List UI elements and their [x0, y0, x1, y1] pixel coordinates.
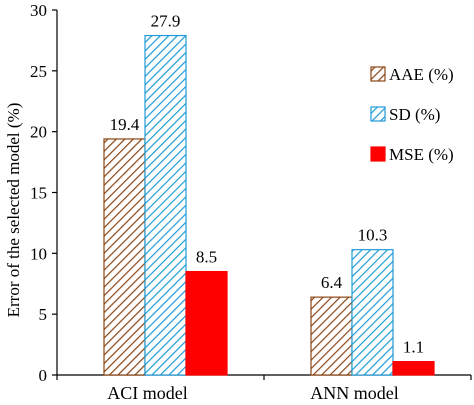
axes: 0 5 10 15 20 25 30 ACI model ANN model	[30, 1, 472, 403]
bars	[103, 34, 435, 376]
legend: AAE (%) SD (%) MSE (%)	[370, 65, 454, 164]
bar-ann-model-mse	[392, 361, 435, 376]
data-label: 19.4	[110, 115, 140, 134]
bar-aci-model-aae	[103, 138, 146, 376]
data-labels: 19.4 27.9 8.5 6.4 10.3 1.1	[110, 12, 425, 357]
y-tick-label: 10	[30, 244, 47, 263]
legend-swatch-aae	[370, 66, 386, 82]
data-label: 10.3	[358, 226, 388, 245]
legend-label: SD (%)	[389, 105, 440, 124]
legend-swatch-mse	[370, 146, 386, 162]
y-tick-label: 0	[39, 366, 48, 385]
x-category-label: ANN model	[310, 383, 399, 403]
y-tick-label: 5	[39, 305, 48, 324]
y-tick-label: 30	[30, 1, 47, 20]
bar-ann-model-sd	[351, 249, 394, 376]
bar-aci-model-mse	[185, 270, 228, 376]
legend-swatch-sd	[370, 106, 386, 122]
data-label: 6.4	[321, 273, 343, 292]
data-label: 1.1	[403, 338, 424, 357]
legend-label: MSE (%)	[389, 145, 454, 164]
bar-ann-model-aae	[310, 296, 353, 376]
y-tick-label: 25	[30, 62, 47, 81]
y-axis-title: Error of the selected model (%)	[4, 103, 23, 318]
data-label: 8.5	[196, 248, 217, 267]
legend-label: AAE (%)	[389, 65, 454, 84]
bar-aci-model-sd	[144, 34, 187, 376]
y-tick-label: 20	[30, 123, 47, 142]
y-tick-label: 15	[30, 184, 47, 203]
data-label: 27.9	[151, 12, 181, 31]
x-category-label: ACI model	[107, 383, 188, 403]
